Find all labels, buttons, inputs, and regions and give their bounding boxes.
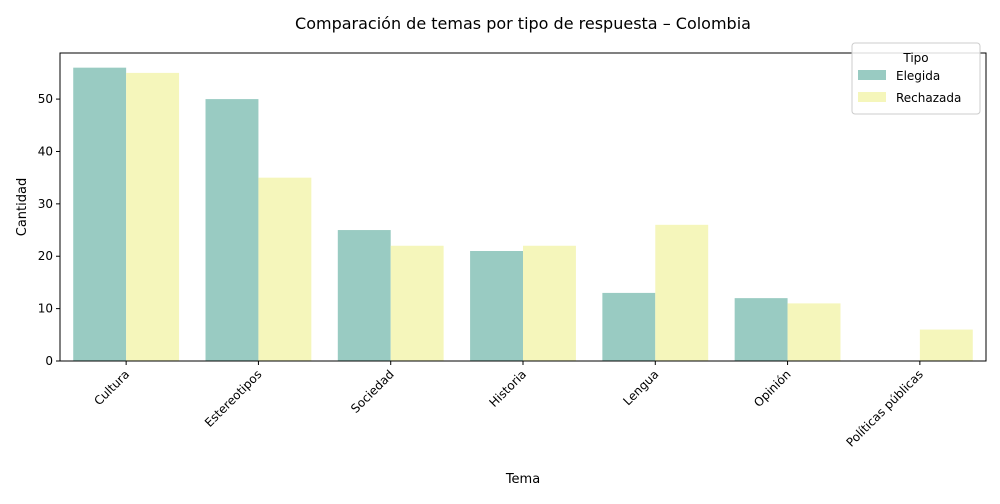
bar-rechazada-opinion (787, 303, 841, 361)
y-tick-label: 30 (38, 197, 53, 211)
x-tick-label-estereotipos: Estereotipos (202, 367, 265, 430)
bar-elegida-cultura (73, 67, 127, 362)
y-tick-label: 20 (38, 249, 53, 263)
plot-frame (59, 52, 987, 362)
legend-title: Tipo (902, 51, 928, 65)
chart-title: Comparación de temas por tipo de respues… (295, 14, 751, 33)
y-tick-label: 40 (38, 144, 53, 158)
bar-rechazada-politicas-publicas (919, 329, 973, 361)
bar-elegida-lengua (602, 292, 656, 361)
x-tick-label-cultura: Cultura (91, 367, 132, 408)
bar-rechazada-lengua (655, 224, 709, 361)
legend: Tipo Elegida Rechazada (851, 42, 981, 115)
bar-rechazada-historia (523, 245, 576, 361)
x-tick-label-historia: Historia (486, 367, 529, 410)
bar-rechazada-estereotipos (258, 177, 312, 361)
bars-group (73, 67, 973, 362)
legend-swatch-rechazada (858, 92, 886, 102)
x-tick-label-politicas-publicas: Políticas públicas (844, 367, 926, 449)
x-tick-label-sociedad: Sociedad (348, 367, 397, 416)
legend-swatch-elegida (858, 70, 886, 80)
y-tick-label: 0 (45, 354, 53, 368)
bar-elegida-historia (470, 251, 523, 361)
y-tick-label: 10 (38, 302, 53, 316)
y-tick-label: 50 (38, 92, 53, 106)
x-axis-label: Tema (505, 472, 540, 487)
y-axis-label: Cantidad (15, 178, 30, 236)
x-tick-label-opinion: Opinión (751, 367, 794, 410)
legend-label-elegida: Elegida (896, 69, 940, 83)
bar-rechazada-cultura (126, 72, 180, 362)
x-axis: Cultura Estereotipos Sociedad Historia Lengu… (91, 361, 926, 450)
y-axis: 0 10 20 30 40 50 (38, 92, 60, 368)
bar-rechazada-sociedad (390, 245, 444, 361)
bar-elegida-estereotipos (205, 99, 259, 361)
bar-elegida-opinion (734, 298, 788, 361)
legend-label-rechazada: Rechazada (896, 91, 961, 105)
x-tick-label-lengua: Lengua (620, 367, 661, 408)
bar-elegida-sociedad (337, 230, 391, 361)
